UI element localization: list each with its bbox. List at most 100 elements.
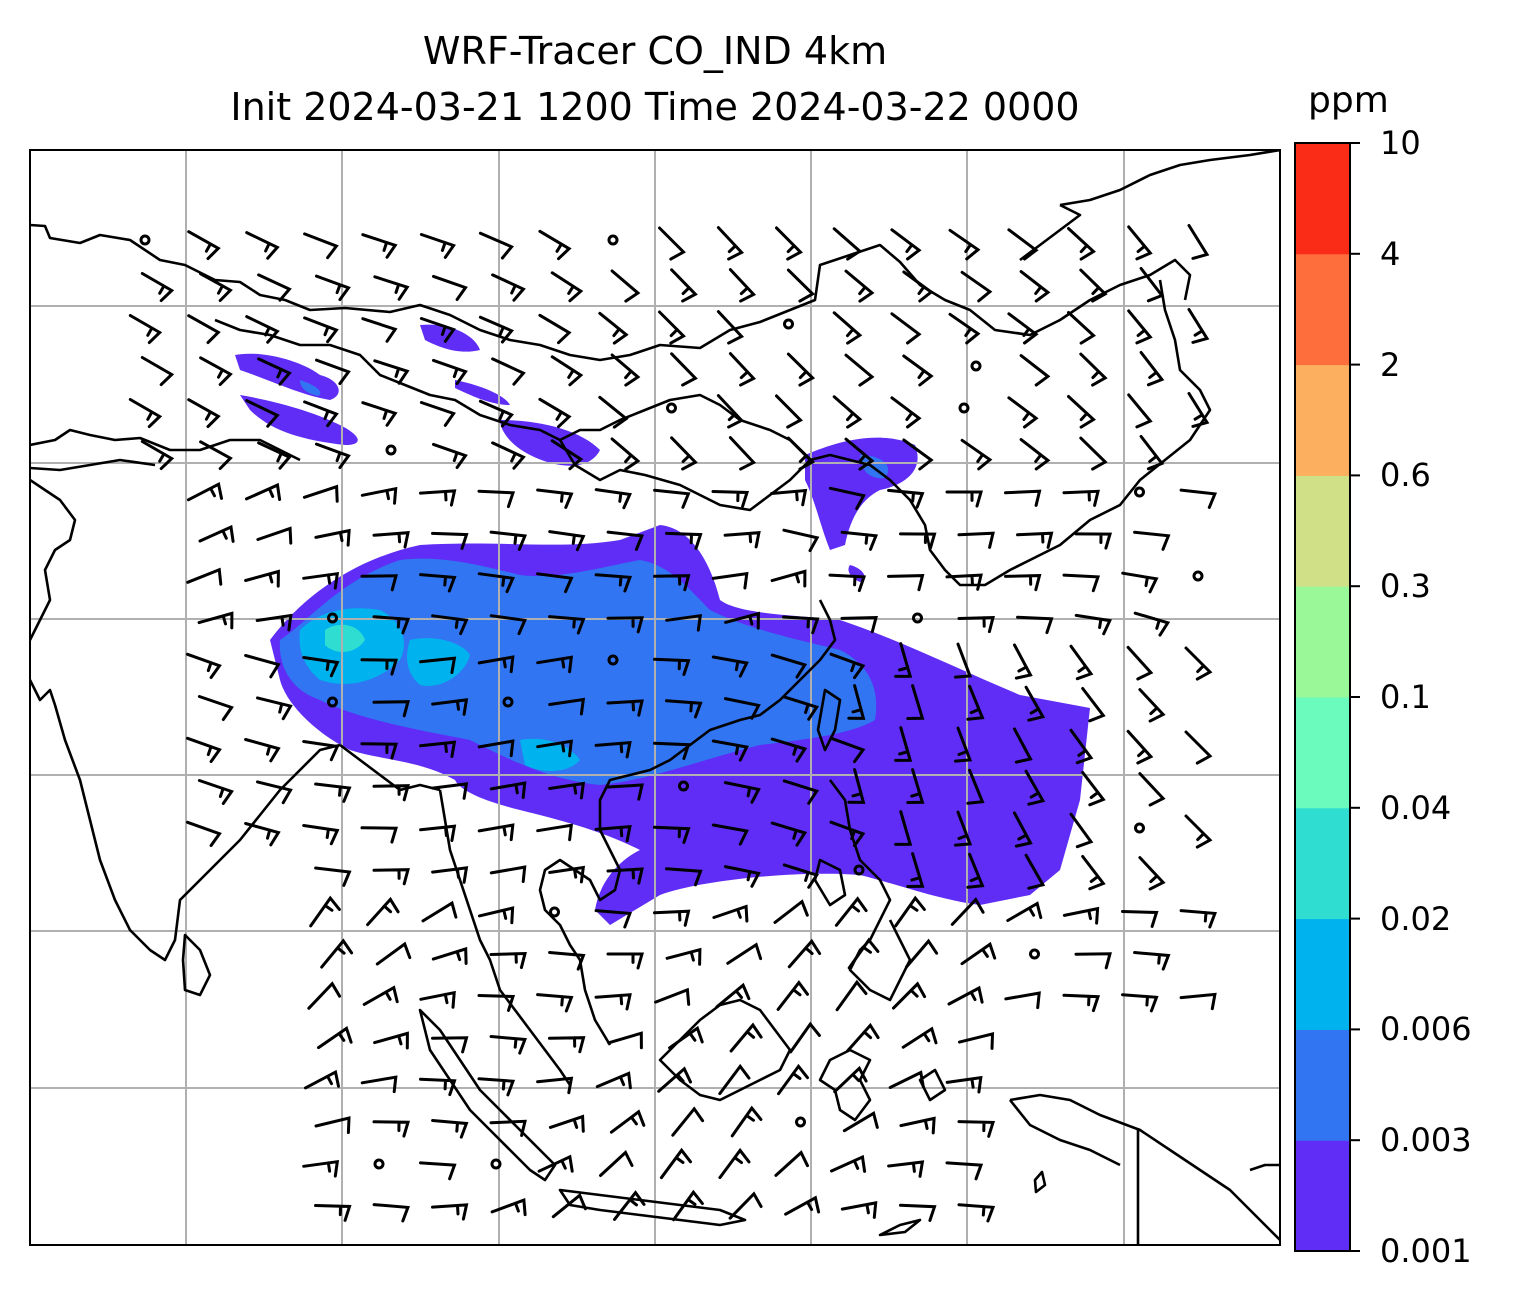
wind-barb <box>419 824 457 842</box>
colorbar-tick-label: 0.3 <box>1380 567 1431 606</box>
wind-barb <box>373 1031 409 1050</box>
wind-barb <box>782 779 820 805</box>
wind-barb <box>360 742 398 760</box>
wind-barb <box>1069 644 1094 681</box>
wind-barb <box>728 268 757 303</box>
wind-barb <box>1067 311 1096 345</box>
wind-barb <box>653 825 691 844</box>
wind-barb <box>954 726 973 763</box>
wind-barb <box>606 616 644 634</box>
wind-barb <box>477 489 516 509</box>
wind-barb <box>419 233 456 259</box>
wind-barb <box>372 1203 411 1223</box>
wind-barb <box>890 228 922 261</box>
wind-barb <box>199 272 233 302</box>
wind-barb <box>257 273 292 302</box>
wind-barb <box>832 227 863 261</box>
wind-barb <box>1139 435 1165 471</box>
wind-barb <box>373 275 410 301</box>
wind-barb <box>598 395 629 429</box>
wind-barb <box>314 866 352 887</box>
wind-barb <box>960 941 997 966</box>
wind-barb <box>782 528 820 553</box>
wind-barb <box>256 780 293 805</box>
wind-barb <box>477 906 515 925</box>
wind-barb <box>536 655 574 674</box>
wind-barb <box>361 233 398 259</box>
wind-barb <box>245 231 280 260</box>
wind-barb <box>892 981 927 1010</box>
wind-barb <box>606 952 644 970</box>
wind-barb <box>670 352 698 387</box>
wind-barb <box>1069 812 1094 849</box>
wind-barb <box>372 615 411 635</box>
wind-barb <box>716 226 745 261</box>
calm-wind-marker <box>678 780 689 792</box>
wind-barb <box>840 1201 878 1219</box>
wind-barb <box>245 315 280 344</box>
wind-barb <box>1126 729 1154 765</box>
wind-barb <box>723 697 761 720</box>
wind-barb <box>668 1025 704 1050</box>
wind-barb <box>787 938 822 969</box>
wind-barb <box>844 353 875 387</box>
wind-barb <box>899 532 937 550</box>
calm-wind-marker <box>783 318 794 330</box>
map-frame <box>29 149 1281 1246</box>
wind-barb <box>1121 910 1159 928</box>
colorbar-tick-label: 0.04 <box>1380 788 1452 827</box>
calm-wind-marker <box>549 906 560 918</box>
wind-barb <box>244 738 281 763</box>
wind-barb <box>711 739 749 762</box>
wind-barb <box>491 357 526 386</box>
wind-barb <box>659 1147 692 1180</box>
wind-barb <box>846 1022 880 1053</box>
wind-barb <box>770 488 808 507</box>
colorbar-tick-label: 0.1 <box>1380 678 1431 716</box>
wind-barb <box>945 1161 984 1181</box>
wind-barb <box>1007 228 1039 261</box>
wind-barb <box>665 699 703 719</box>
wind-barb <box>548 781 586 800</box>
wind-barb <box>361 317 398 343</box>
wind-barb <box>653 657 691 676</box>
wind-barb <box>954 642 973 679</box>
wind-barb <box>1013 811 1033 848</box>
wind-barb <box>1067 395 1096 429</box>
wind-barb <box>828 573 867 593</box>
wind-barb <box>197 779 234 805</box>
wind-barb <box>954 810 973 847</box>
wind-barb <box>197 695 234 721</box>
wind-barb <box>360 1075 398 1094</box>
wind-barb <box>782 615 820 635</box>
wind-barb <box>538 313 572 345</box>
wind-barb <box>303 400 339 428</box>
colorbar-segment <box>1295 253 1350 366</box>
wind-barb <box>724 611 760 630</box>
wind-barb <box>245 399 280 428</box>
wind-barb <box>672 1189 704 1222</box>
calm-wind-marker <box>327 696 338 708</box>
colorbar-tick-label: 2 <box>1380 345 1401 384</box>
wind-barb <box>960 270 993 303</box>
wind-barb <box>536 1076 574 1095</box>
wind-barb <box>829 736 866 764</box>
wind-barb <box>1074 532 1112 550</box>
wind-barb <box>899 1116 936 1135</box>
wind-barb <box>729 1022 763 1053</box>
wind-barb <box>716 394 745 429</box>
wind-barb <box>302 484 339 503</box>
calm-wind-marker <box>502 696 514 708</box>
wind-barb <box>730 1105 763 1138</box>
wind-barb <box>187 230 221 261</box>
wind-barb <box>1187 224 1210 260</box>
tracer-concentration-fill <box>235 324 1090 925</box>
colorbar-unit-label: ppm <box>1308 80 1389 121</box>
wind-barb <box>723 531 761 549</box>
wind-barb <box>477 994 516 1012</box>
calm-wind-marker <box>912 612 923 624</box>
wind-barb <box>786 436 816 471</box>
wind-barb <box>302 824 340 846</box>
wind-barb <box>957 615 995 634</box>
wind-barb <box>360 658 398 676</box>
